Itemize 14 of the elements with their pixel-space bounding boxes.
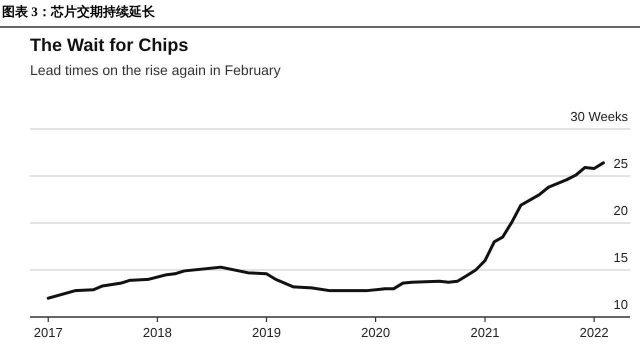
x-tick-label: 2021 bbox=[470, 325, 500, 340]
text: 图表 3：芯片交期持续延长 bbox=[2, 4, 156, 19]
y-tick-label: 25 bbox=[614, 156, 628, 171]
x-tick-label: 2019 bbox=[252, 325, 281, 340]
x-tick-label: 2020 bbox=[361, 325, 390, 340]
chart-subtitle: Lead times on the rise again in February bbox=[30, 62, 281, 78]
y-tick-label: 15 bbox=[614, 250, 628, 265]
y-tick-label: 30 Weeks bbox=[570, 109, 628, 124]
x-tick-label: 2022 bbox=[580, 325, 609, 340]
chart-title: The Wait for Chips bbox=[30, 35, 188, 55]
y-tick-label: 20 bbox=[614, 203, 628, 218]
x-tick-label: 2018 bbox=[142, 325, 172, 340]
y-tick-label: 10 bbox=[614, 297, 628, 312]
x-tick-label: 2017 bbox=[34, 325, 63, 340]
